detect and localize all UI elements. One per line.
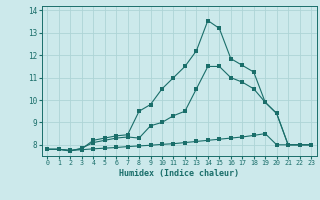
X-axis label: Humidex (Indice chaleur): Humidex (Indice chaleur) bbox=[119, 169, 239, 178]
